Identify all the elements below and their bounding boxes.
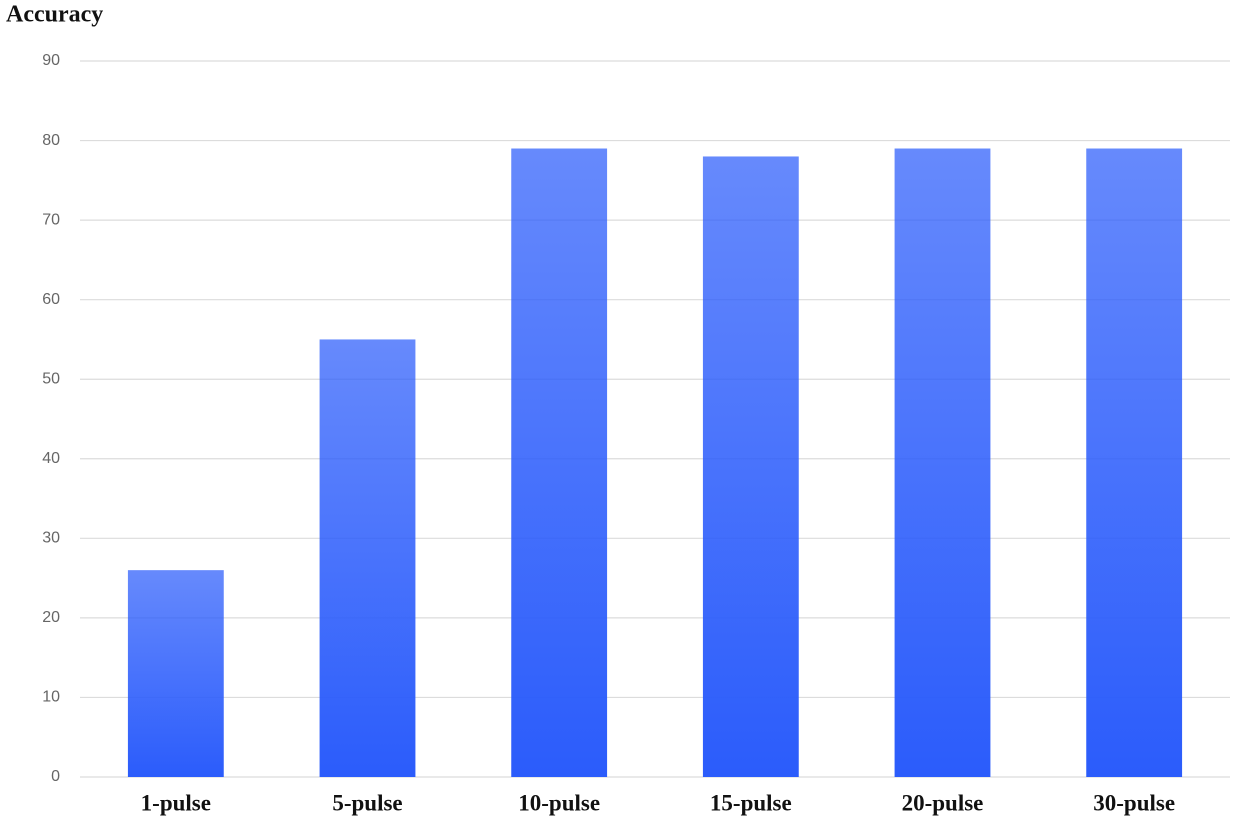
x-tick-label: 1-pulse [141, 790, 211, 815]
y-tick-label: 80 [42, 132, 60, 149]
y-tick-label: 60 [42, 291, 60, 308]
y-tick-label: 90 [42, 52, 60, 69]
x-tick-label: 15-pulse [710, 790, 792, 815]
y-tick-label: 50 [42, 370, 60, 387]
bar [127, 570, 224, 777]
y-tick-label: 0 [51, 768, 60, 785]
bar [702, 156, 799, 777]
bar [1086, 148, 1183, 777]
bar [511, 148, 608, 777]
x-tick-label: 10-pulse [518, 790, 600, 815]
x-tick-label: 20-pulse [902, 790, 984, 815]
y-tick-label: 10 [42, 689, 60, 706]
y-tick-label: 20 [42, 609, 60, 626]
y-tick-label: 30 [42, 530, 60, 547]
bar [319, 339, 416, 777]
y-tick-label: 70 [42, 211, 60, 228]
x-tick-label: 30-pulse [1093, 790, 1175, 815]
bar [894, 148, 991, 777]
y-tick-label: 40 [42, 450, 60, 467]
chart-title: Accuracy [6, 2, 103, 28]
x-tick-label: 5-pulse [332, 790, 402, 815]
